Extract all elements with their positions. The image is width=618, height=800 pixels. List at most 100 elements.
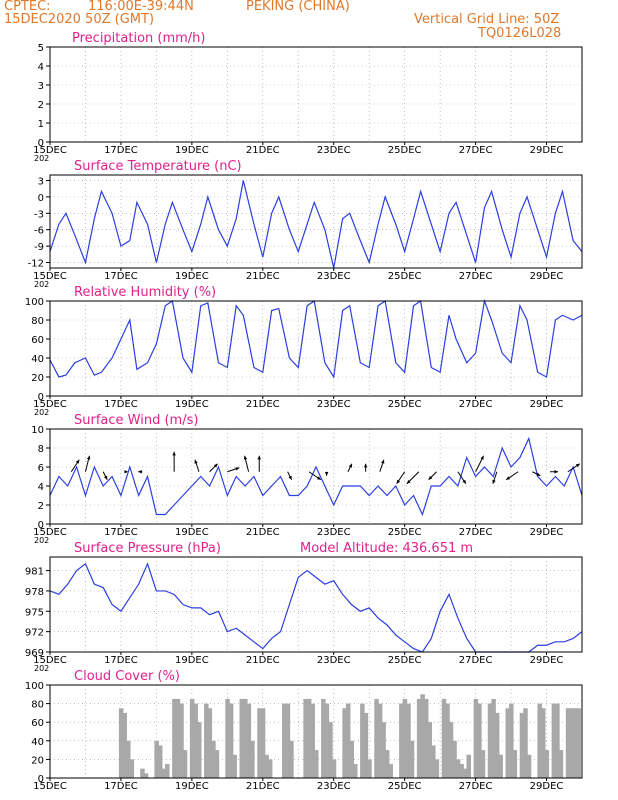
cloud-bar xyxy=(118,708,124,778)
cloud-bar xyxy=(491,698,496,778)
wind-arrowhead xyxy=(324,472,329,476)
y-tick-label: 0 xyxy=(38,138,44,149)
cloud-bar xyxy=(328,722,333,778)
wind-arrowhead xyxy=(194,459,198,464)
cloud-bar xyxy=(519,712,525,778)
year-fragment: 202 xyxy=(34,536,49,545)
cloud-bar xyxy=(377,703,383,778)
cloud-bar xyxy=(569,708,574,778)
cloud-bar xyxy=(473,698,479,778)
panel-4: 0 2 4 6 8 10 Surface Wind (m/s) 15DEC 17DEC 19DEC… xyxy=(31,413,583,545)
cloud-bar xyxy=(526,754,532,778)
cloud-bar xyxy=(282,703,287,778)
y-tick-label: 0 xyxy=(38,193,44,204)
wind-arrowhead xyxy=(381,459,385,464)
wind-arrowhead xyxy=(363,463,368,468)
y-tick-label: 3 xyxy=(38,176,44,187)
x-tick-label: 21DEC xyxy=(246,145,280,156)
wind-arrowhead xyxy=(396,479,401,484)
cloud-bar xyxy=(264,754,269,778)
x-tick-label: 23DEC xyxy=(317,271,351,282)
x-tick-label: 25DEC xyxy=(388,399,422,410)
y-tick-label: 2 xyxy=(38,501,44,512)
cloud-bar xyxy=(349,740,354,778)
cloud-bar xyxy=(214,750,220,778)
y-tick-label: 5 xyxy=(38,43,44,54)
cloud-bar xyxy=(207,708,213,778)
x-tick-label: 21DEC xyxy=(246,399,280,410)
cloud-bar xyxy=(555,703,560,778)
cloud-bar xyxy=(225,698,230,778)
cloud-bar xyxy=(466,754,472,778)
cloud-bar xyxy=(182,750,188,778)
wind-arrowhead xyxy=(575,463,580,468)
x-tick-label: 17DEC xyxy=(104,655,138,666)
wind-arrowhead xyxy=(235,467,240,471)
y-tick-label: 100 xyxy=(25,681,44,692)
wind-arrowhead xyxy=(492,479,496,484)
cloud-bar xyxy=(306,698,312,778)
cloud-bar xyxy=(423,698,429,778)
y-tick-label: 4 xyxy=(38,482,44,493)
cloud-bar xyxy=(122,712,127,778)
wind-arrowhead xyxy=(124,470,129,474)
x-tick-label: 27DEC xyxy=(459,527,493,538)
cloud-bar xyxy=(565,708,571,778)
panel-3: 0 20 40 60 80 100 Relative Humidity (%) 15DEC 17… xyxy=(25,285,583,417)
cloud-bar xyxy=(154,740,159,778)
x-tick-label: 17DEC xyxy=(104,271,138,282)
cloud-bar xyxy=(523,708,528,778)
panel-title: Relative Humidity (%) xyxy=(74,285,216,300)
cloud-bar xyxy=(232,754,237,778)
series-line xyxy=(49,562,583,653)
cloud-bar xyxy=(441,698,447,778)
x-tick-label: 19DEC xyxy=(175,271,209,282)
x-tick-label: 15DEC xyxy=(33,399,67,410)
cloud-bar xyxy=(363,712,369,778)
wind-arrowhead xyxy=(480,455,484,460)
cloud-bar xyxy=(498,754,503,778)
x-tick-label: 17DEC xyxy=(104,399,138,410)
wind-arrowhead xyxy=(536,472,541,476)
cloud-bar xyxy=(157,745,163,778)
cloud-bar xyxy=(246,703,252,778)
y-tick-label: 978 xyxy=(25,587,44,598)
cloud-bar xyxy=(331,759,337,778)
panel-frame xyxy=(49,556,583,653)
wind-arrowhead xyxy=(257,455,261,460)
x-tick-label: 17DEC xyxy=(104,527,138,538)
wind-arrowhead xyxy=(506,476,511,480)
cloud-bar xyxy=(402,698,408,778)
wind-arrowhead xyxy=(104,475,108,480)
cloud-bar xyxy=(540,708,546,778)
y-tick-label: 2 xyxy=(38,100,44,111)
series-line xyxy=(49,436,583,517)
x-tick-label: 15DEC xyxy=(33,271,67,282)
x-tick-label: 25DEC xyxy=(388,781,422,792)
cloud-bar xyxy=(353,764,358,778)
panel-title: Surface Pressure (hPa) xyxy=(74,541,221,556)
y-tick-label: 80 xyxy=(31,700,44,711)
cloud-bar xyxy=(487,703,493,778)
x-tick-label: 23DEC xyxy=(317,145,351,156)
panel-frame xyxy=(49,300,583,397)
cloud-bar xyxy=(342,708,347,778)
y-tick-label: -3 xyxy=(34,209,44,220)
header-grid-note: Vertical Grid Line: 50Z xyxy=(414,12,560,27)
wind-arrowhead xyxy=(406,479,411,484)
panel-frame xyxy=(49,428,583,525)
y-tick-label: 60 xyxy=(31,718,44,729)
x-tick-label: 21DEC xyxy=(246,655,280,666)
cloud-bar xyxy=(260,708,266,778)
cloud-bar xyxy=(239,698,245,778)
header-station: PEKING (CHINA) xyxy=(246,0,350,14)
y-tick-label: 1 xyxy=(38,119,44,130)
header-source: CPTEC: xyxy=(4,0,51,14)
cloud-bar xyxy=(551,703,557,778)
cloud-bar xyxy=(345,703,351,778)
x-tick-label: 23DEC xyxy=(317,399,351,410)
x-tick-label: 27DEC xyxy=(459,781,493,792)
x-tick-label: 19DEC xyxy=(175,781,209,792)
y-tick-label: 20 xyxy=(31,755,44,766)
